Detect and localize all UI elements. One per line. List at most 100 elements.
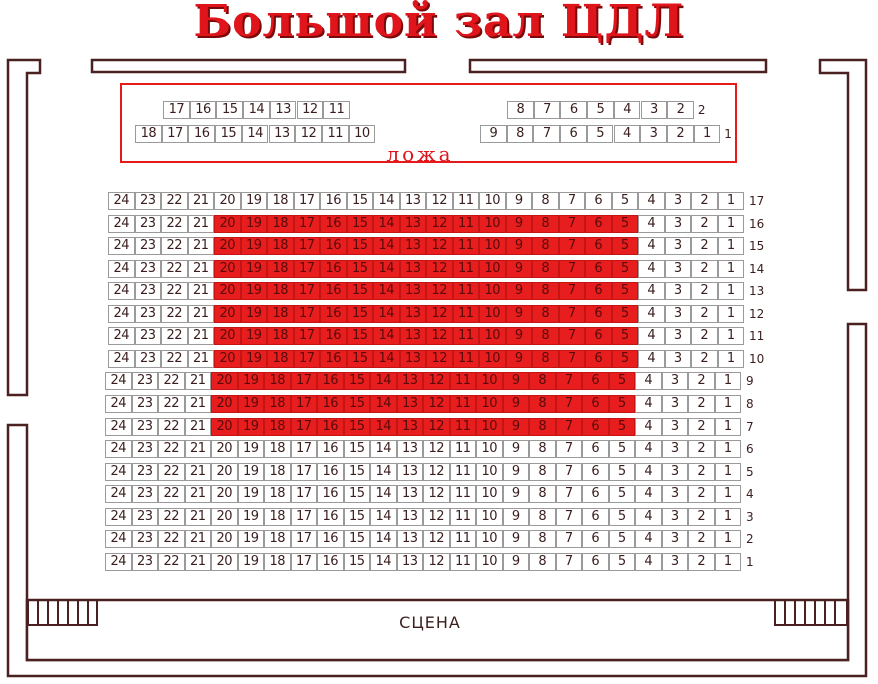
loge-seat[interactable]: 5 (587, 101, 614, 119)
hall-seat[interactable]: 12 (426, 214, 453, 233)
hall-seat[interactable]: 5 (611, 237, 638, 256)
hall-seat[interactable]: 17 (290, 507, 317, 526)
hall-seat[interactable]: 3 (664, 192, 691, 210)
hall-seat[interactable]: 21 (184, 440, 211, 459)
hall-seat[interactable]: 7 (558, 327, 585, 346)
hall-seat[interactable]: 23 (134, 282, 161, 301)
hall-seat[interactable]: 11 (449, 530, 476, 549)
hall-seat[interactable]: 13 (396, 552, 423, 571)
hall-seat[interactable]: 13 (399, 349, 426, 368)
hall-seat[interactable]: 7 (555, 440, 582, 459)
hall-seat[interactable]: 13 (396, 462, 423, 481)
loge-seat[interactable]: 8 (507, 101, 534, 119)
hall-seat[interactable]: 12 (423, 530, 450, 549)
hall-seat[interactable]: 21 (187, 259, 214, 278)
loge-seat[interactable]: 10 (348, 125, 376, 143)
hall-seat[interactable]: 12 (423, 507, 450, 526)
hall-seat[interactable]: 12 (423, 417, 450, 436)
hall-seat[interactable]: 24 (105, 440, 132, 459)
hall-seat[interactable]: 20 (214, 304, 241, 323)
hall-seat[interactable]: 8 (529, 395, 556, 414)
hall-seat[interactable]: 11 (449, 552, 476, 571)
hall-seat[interactable]: 17 (293, 349, 320, 368)
loge-seat[interactable]: 3 (640, 125, 667, 143)
hall-seat[interactable]: 8 (529, 417, 556, 436)
hall-seat[interactable]: 20 (211, 507, 238, 526)
hall-seat[interactable]: 1 (714, 462, 741, 481)
hall-seat[interactable]: 21 (184, 552, 211, 571)
loge-seat[interactable]: 2 (667, 101, 694, 119)
hall-seat[interactable]: 4 (638, 214, 665, 233)
hall-seat[interactable]: 1 (714, 395, 741, 414)
hall-seat[interactable]: 2 (688, 417, 715, 436)
hall-seat[interactable]: 7 (555, 395, 582, 414)
hall-seat[interactable]: 14 (370, 395, 397, 414)
hall-seat[interactable]: 6 (582, 440, 609, 459)
hall-seat[interactable]: 8 (529, 372, 556, 391)
hall-seat[interactable]: 18 (264, 507, 291, 526)
hall-seat[interactable]: 11 (452, 192, 479, 210)
hall-seat[interactable]: 3 (661, 485, 688, 504)
hall-seat[interactable]: 4 (638, 192, 665, 210)
hall-seat[interactable]: 11 (449, 507, 476, 526)
hall-seat[interactable]: 6 (585, 327, 612, 346)
hall-seat[interactable]: 20 (211, 372, 238, 391)
hall-seat[interactable]: 24 (105, 507, 132, 526)
hall-seat[interactable]: 13 (396, 372, 423, 391)
hall-seat[interactable]: 7 (555, 417, 582, 436)
hall-seat[interactable]: 8 (529, 530, 556, 549)
hall-seat[interactable]: 18 (264, 552, 291, 571)
hall-seat[interactable]: 16 (317, 372, 344, 391)
hall-seat[interactable]: 6 (582, 507, 609, 526)
hall-seat[interactable]: 17 (290, 372, 317, 391)
hall-seat[interactable]: 3 (661, 395, 688, 414)
hall-seat[interactable]: 7 (558, 192, 585, 210)
hall-seat[interactable]: 16 (317, 507, 344, 526)
loge-seat[interactable]: 14 (243, 101, 270, 119)
hall-seat[interactable]: 9 (505, 282, 532, 301)
hall-seat[interactable]: 9 (505, 259, 532, 278)
hall-seat[interactable]: 11 (449, 395, 476, 414)
hall-seat[interactable]: 9 (505, 304, 532, 323)
hall-seat[interactable]: 20 (211, 440, 238, 459)
hall-seat[interactable]: 2 (691, 237, 718, 256)
hall-seat[interactable]: 1 (717, 282, 744, 301)
hall-seat[interactable]: 1 (714, 417, 741, 436)
hall-seat[interactable]: 17 (293, 259, 320, 278)
hall-seat[interactable]: 22 (158, 507, 185, 526)
hall-seat[interactable]: 13 (396, 417, 423, 436)
hall-seat[interactable]: 8 (532, 237, 559, 256)
hall-seat[interactable]: 16 (320, 349, 347, 368)
hall-seat[interactable]: 4 (635, 462, 662, 481)
hall-seat[interactable]: 15 (343, 462, 370, 481)
hall-seat[interactable]: 17 (293, 327, 320, 346)
hall-seat[interactable]: 19 (240, 282, 267, 301)
hall-seat[interactable]: 20 (214, 214, 241, 233)
hall-seat[interactable]: 7 (558, 282, 585, 301)
hall-seat[interactable]: 7 (555, 485, 582, 504)
hall-seat[interactable]: 2 (691, 192, 718, 210)
hall-seat[interactable]: 21 (184, 485, 211, 504)
hall-seat[interactable]: 22 (161, 282, 188, 301)
hall-seat[interactable]: 23 (131, 507, 158, 526)
hall-seat[interactable]: 8 (532, 192, 559, 210)
hall-seat[interactable]: 23 (131, 530, 158, 549)
hall-seat[interactable]: 21 (184, 395, 211, 414)
hall-seat[interactable]: 18 (267, 237, 294, 256)
hall-seat[interactable]: 22 (161, 349, 188, 368)
hall-seat[interactable]: 13 (399, 237, 426, 256)
hall-seat[interactable]: 12 (426, 327, 453, 346)
hall-seat[interactable]: 24 (108, 304, 135, 323)
hall-seat[interactable]: 14 (373, 237, 400, 256)
hall-seat[interactable]: 17 (290, 462, 317, 481)
hall-seat[interactable]: 7 (555, 507, 582, 526)
hall-seat[interactable]: 23 (131, 417, 158, 436)
loge-seat[interactable]: 9 (480, 125, 507, 143)
hall-seat[interactable]: 13 (399, 192, 426, 210)
hall-seat[interactable]: 4 (638, 327, 665, 346)
hall-seat[interactable]: 6 (582, 485, 609, 504)
hall-seat[interactable]: 15 (343, 440, 370, 459)
hall-seat[interactable]: 23 (134, 237, 161, 256)
hall-seat[interactable]: 19 (237, 507, 264, 526)
hall-seat[interactable]: 6 (585, 259, 612, 278)
